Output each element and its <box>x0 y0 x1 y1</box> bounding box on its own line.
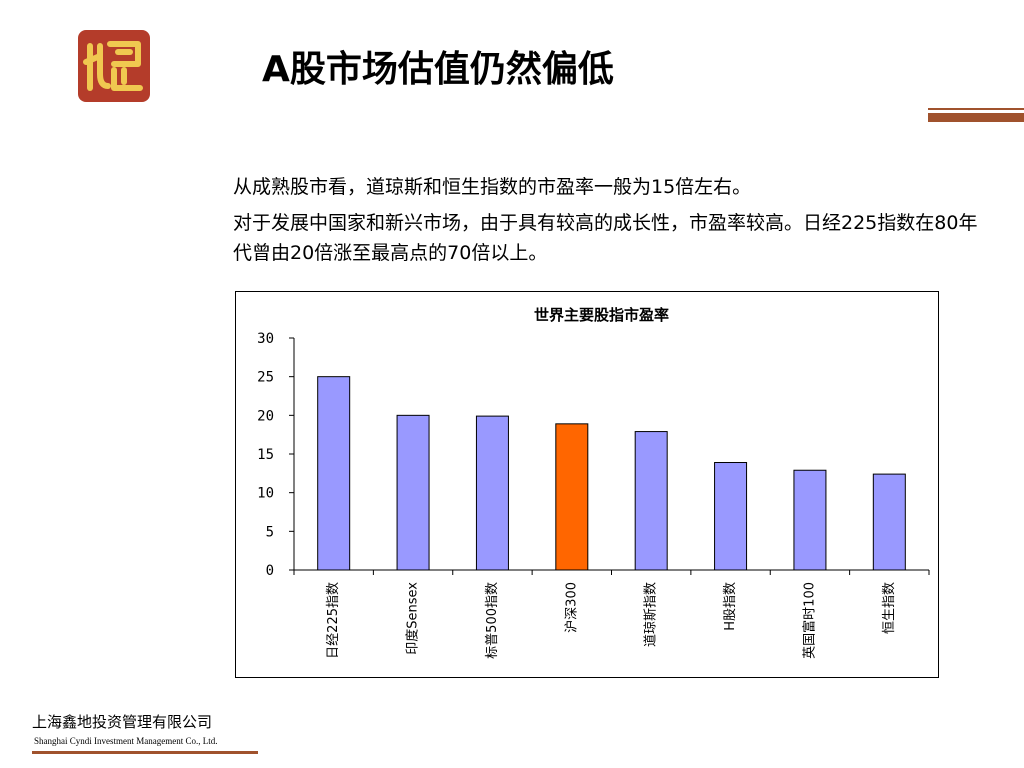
x-category-label: 日经225指数 <box>326 582 341 659</box>
seal-glyph <box>83 41 143 91</box>
footer-rule <box>32 751 258 754</box>
slide-title: A股市场估值仍然偏低 <box>262 49 614 90</box>
y-tick-label: 25 <box>257 370 274 386</box>
footer-company-en: Shanghai Cyndi Investment Management Co.… <box>34 736 218 746</box>
x-category-label: 标普500指数 <box>485 582 500 659</box>
y-tick-label: 15 <box>257 447 274 463</box>
y-tick-label: 10 <box>257 486 274 502</box>
x-category-label: 道琼斯指数 <box>644 582 659 647</box>
header-rule-thick <box>928 113 1024 122</box>
y-tick-label: 5 <box>266 524 274 540</box>
bar <box>872 473 906 571</box>
bar <box>317 376 351 571</box>
header-rule-thin <box>928 108 1024 110</box>
bar <box>475 415 509 571</box>
footer-company-cn: 上海鑫地投资管理有限公司 <box>32 713 213 731</box>
bar <box>634 431 668 571</box>
x-category-label: 印度Sensex <box>405 582 421 655</box>
bar <box>793 469 827 571</box>
chart-title: 世界主要股指市盈率 <box>534 306 669 324</box>
pe-ratio-chart: 世界主要股指市盈率 0 5 10 15 20 25 30 日经225指数 印度Sensex 标普50… <box>235 291 939 678</box>
paragraph-mature-markets: 从成熟股市看，道琼斯和恒生指数的市盈率一般为15倍左右。 <box>233 176 752 198</box>
y-tick-label: 20 <box>257 408 274 424</box>
bar <box>714 462 748 571</box>
x-category-label: 英国富时100 <box>801 582 817 659</box>
y-tick-label: 30 <box>257 331 274 347</box>
chart-canvas: 世界主要股指市盈率 0 5 10 15 20 25 30 日经225指数 印度Sensex 标普50… <box>257 306 930 659</box>
y-tick-label: 0 <box>266 563 274 579</box>
x-category-label: 恒生指数 <box>882 582 897 634</box>
x-category-label: 沪深300 <box>563 582 579 633</box>
x-category-label: H股指数 <box>723 582 738 631</box>
bar <box>555 423 589 571</box>
paragraph-emerging-markets: 对于发展中国家和新兴市场，由于具有较高的成长性，市盈率较高。日经225指数在80… <box>233 212 978 264</box>
bar <box>396 414 430 571</box>
seal-logo-icon <box>78 30 150 102</box>
body-text: 从成熟股市看，道琼斯和恒生指数的市盈率一般为15倍左右。 对于发展中国家和新兴市… <box>233 172 993 268</box>
